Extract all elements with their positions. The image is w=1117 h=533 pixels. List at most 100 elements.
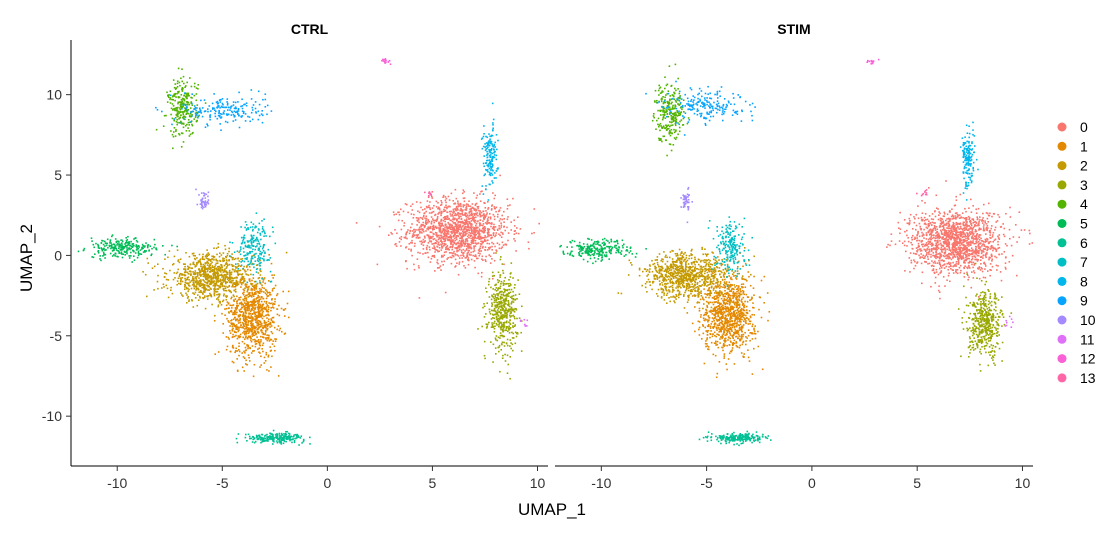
- cell-point: [481, 258, 483, 260]
- cell-point: [292, 438, 294, 440]
- cell-point: [499, 326, 502, 328]
- cell-point: [257, 291, 259, 293]
- cell-point: [223, 257, 225, 260]
- cell-point: [109, 240, 111, 242]
- cell-point: [478, 248, 481, 251]
- cell-point: [510, 288, 513, 291]
- cell-point: [126, 251, 128, 253]
- cell-point: [119, 244, 122, 246]
- cell-point: [287, 436, 290, 438]
- cell-point: [218, 274, 220, 277]
- cell-point: [166, 287, 169, 290]
- cell-point: [270, 318, 272, 320]
- cell-point: [236, 441, 239, 444]
- cell-point: [240, 258, 242, 260]
- cell-point: [508, 285, 510, 287]
- cell-point: [436, 246, 439, 248]
- cell-point: [274, 242, 277, 245]
- cell-point: [170, 286, 172, 289]
- cell-point: [207, 202, 210, 205]
- cell-point: [442, 227, 444, 230]
- cell-point: [234, 309, 236, 312]
- cell-point: [261, 228, 264, 230]
- cell-point: [268, 337, 270, 339]
- cell-point: [207, 273, 209, 276]
- cell-point: [506, 226, 508, 229]
- cell-point: [497, 213, 499, 216]
- cell-point: [138, 246, 140, 248]
- cell-point: [459, 203, 462, 205]
- cell-point: [136, 256, 139, 259]
- cell-point: [187, 287, 189, 290]
- cell-point: [180, 106, 183, 109]
- cell-point: [513, 225, 516, 227]
- cell-point: [193, 287, 196, 290]
- cell-point: [225, 255, 227, 258]
- cell-point: [432, 224, 435, 227]
- cell-point: [433, 204, 435, 207]
- cell-point: [485, 168, 487, 171]
- cell-point: [471, 242, 473, 245]
- cell-point: [115, 241, 118, 244]
- cell-point: [246, 308, 249, 311]
- cell-point: [451, 254, 454, 257]
- cell-point: [515, 232, 518, 234]
- cell-point: [457, 245, 459, 248]
- cell-point: [271, 355, 273, 358]
- cell-point: [452, 252, 455, 255]
- cell-point: [179, 110, 181, 113]
- cell-point: [253, 304, 256, 307]
- cell-point: [496, 279, 499, 281]
- cell-point: [259, 250, 262, 253]
- cell-point: [493, 299, 496, 302]
- cell-point: [230, 278, 232, 280]
- cell-point: [501, 325, 504, 328]
- cell-point: [263, 258, 265, 261]
- cell-point: [492, 343, 495, 346]
- cell-point: [280, 436, 283, 439]
- cell-point: [112, 246, 115, 249]
- cell-point: [190, 101, 193, 103]
- cell-point: [246, 316, 249, 318]
- cell-point: [510, 308, 513, 310]
- cell-point: [199, 281, 202, 284]
- cell-point: [83, 249, 85, 251]
- cell-point: [248, 263, 251, 266]
- cell-point: [443, 242, 446, 245]
- cell-point: [510, 306, 513, 309]
- cell-point: [488, 222, 491, 224]
- cell-point: [237, 330, 239, 333]
- cell-point: [241, 281, 244, 284]
- cell-point: [180, 114, 182, 116]
- cell-point: [510, 342, 512, 344]
- cell-point: [234, 285, 237, 288]
- cell-point: [175, 121, 178, 123]
- cell-point: [511, 295, 513, 298]
- cluster-2-points: [142, 242, 288, 317]
- cell-point: [192, 306, 195, 308]
- cell-point: [259, 264, 261, 267]
- cell-point: [244, 352, 246, 354]
- cell-point: [235, 331, 237, 334]
- cell-point: [102, 255, 104, 257]
- cell-point: [153, 246, 155, 249]
- cell-point: [93, 246, 95, 249]
- cell-point: [248, 309, 251, 311]
- cell-point: [211, 265, 214, 267]
- cell-point: [473, 192, 475, 194]
- cell-point: [485, 185, 487, 187]
- cell-point: [206, 260, 209, 263]
- cell-point: [261, 305, 264, 308]
- cell-point: [224, 308, 226, 310]
- cell-point: [496, 306, 499, 308]
- cell-point: [194, 272, 197, 274]
- cell-point: [191, 93, 193, 95]
- cell-point: [484, 146, 486, 148]
- cell-point: [483, 155, 485, 157]
- cell-point: [486, 144, 489, 146]
- cell-point: [259, 321, 262, 324]
- cell-point: [482, 145, 485, 148]
- cell-point: [102, 240, 104, 242]
- cell-point: [116, 240, 118, 242]
